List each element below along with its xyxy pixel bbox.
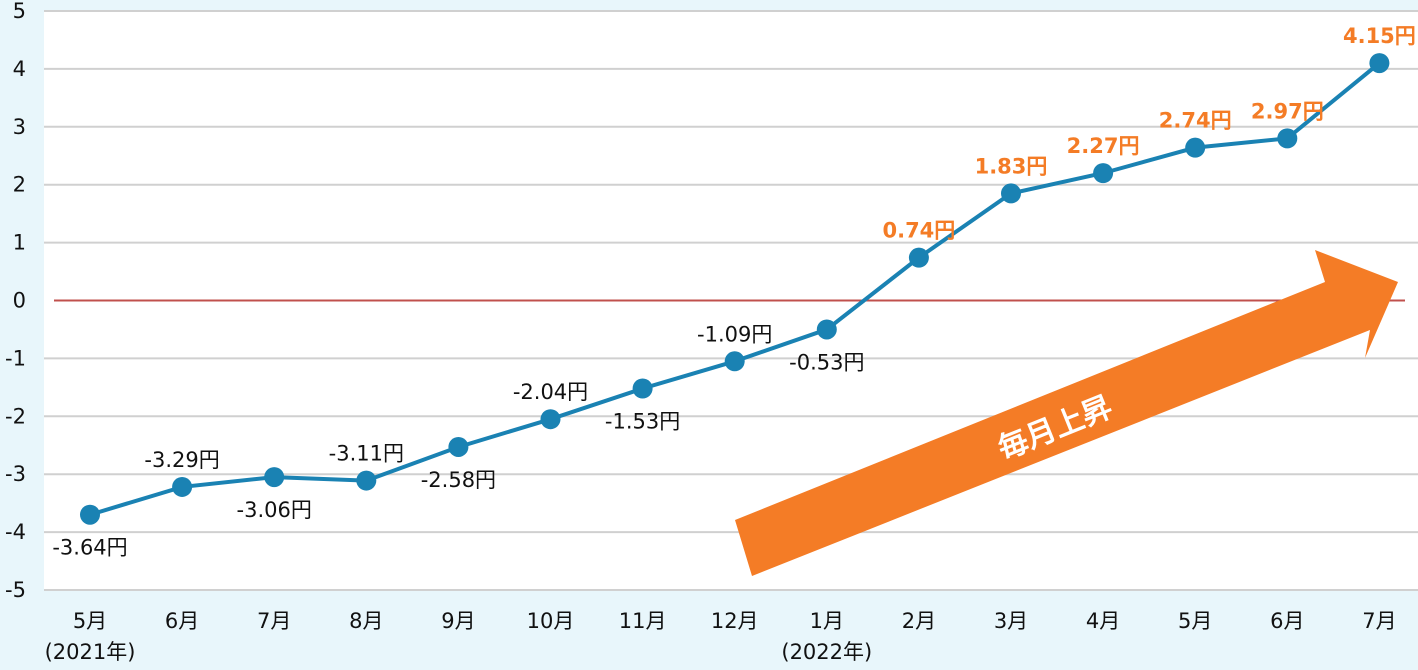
x-tick-label: 6月	[165, 609, 199, 633]
data-label: -1.53円	[605, 410, 680, 434]
data-point	[1001, 183, 1021, 204]
data-point	[540, 409, 561, 430]
x-tick-label: 10月	[527, 609, 575, 633]
data-label: -2.04円	[513, 380, 588, 404]
data-point	[448, 436, 469, 457]
x-tick-label: 4月	[1086, 609, 1120, 633]
y-tick-label: 4	[13, 57, 26, 81]
data-point	[1369, 53, 1390, 74]
data-label: 4.15円	[1343, 24, 1416, 48]
data-point	[356, 470, 377, 491]
data-point	[908, 247, 929, 268]
x-tick-label: 8月	[349, 609, 383, 633]
x-axis-ticks: 5月 (2021年) 6月 7月 8月 9月 10月 11月 12月 1月 (2022年) 2月 3月 4…	[45, 609, 1397, 664]
x-tick-label: 1月	[810, 609, 844, 633]
data-label: -3.06円	[237, 498, 312, 522]
data-point	[1093, 163, 1114, 184]
data-point	[632, 378, 653, 399]
data-label: -3.29円	[144, 448, 219, 472]
data-point	[816, 319, 837, 340]
y-tick-label: -4	[5, 520, 26, 544]
y-tick-label: 0	[13, 289, 26, 313]
data-point	[1185, 137, 1206, 158]
data-label: -0.53円	[789, 350, 864, 374]
x-tick-label: 7月	[257, 609, 291, 633]
x-year-label: (2021年)	[45, 640, 136, 664]
y-tick-label: 2	[13, 173, 26, 197]
data-label: 0.74円	[882, 219, 955, 243]
data-point	[172, 476, 193, 497]
y-tick-label: -5	[5, 578, 26, 602]
x-tick-label: 3月	[994, 609, 1028, 633]
data-point	[80, 504, 100, 525]
data-point	[1277, 128, 1298, 149]
data-labels: -3.64円 -3.29円 -3.06円 -3.11円 -2.58円 -2.04円 -1.5…	[52, 24, 1415, 560]
x-tick-label: 6月	[1270, 609, 1304, 633]
data-label: 1.83円	[975, 154, 1048, 178]
x-year-label: (2022年)	[781, 640, 872, 664]
x-tick-label: 5月	[1178, 609, 1212, 633]
x-tick-label: 5月	[73, 609, 107, 633]
data-label: -3.64円	[52, 536, 127, 560]
x-tick-label: 7月	[1362, 609, 1396, 633]
x-tick-label: 9月	[441, 609, 475, 633]
data-label: 2.74円	[1159, 109, 1232, 133]
data-point	[264, 467, 285, 488]
x-tick-label: 11月	[619, 609, 667, 633]
data-point	[724, 351, 745, 372]
data-points	[80, 53, 1390, 525]
data-label: -1.09円	[697, 322, 772, 346]
y-tick-label: -3	[5, 462, 26, 486]
data-label: 2.97円	[1251, 99, 1324, 123]
y-tick-label: -1	[5, 346, 26, 370]
data-label: 2.27円	[1067, 134, 1140, 158]
x-tick-label: 12月	[711, 609, 759, 633]
arrow-shape	[735, 250, 1398, 576]
y-axis-ticks: 5 4 3 2 1 0 -1 -2 -3 -4 -5	[5, 0, 26, 602]
y-tick-label: -2	[5, 404, 26, 428]
data-label: -3.11円	[329, 442, 404, 466]
x-tick-label: 2月	[902, 609, 936, 633]
y-tick-label: 1	[13, 231, 26, 255]
data-label: -2.58円	[421, 468, 496, 492]
y-tick-label: 5	[13, 0, 26, 23]
y-tick-label: 3	[13, 115, 26, 139]
